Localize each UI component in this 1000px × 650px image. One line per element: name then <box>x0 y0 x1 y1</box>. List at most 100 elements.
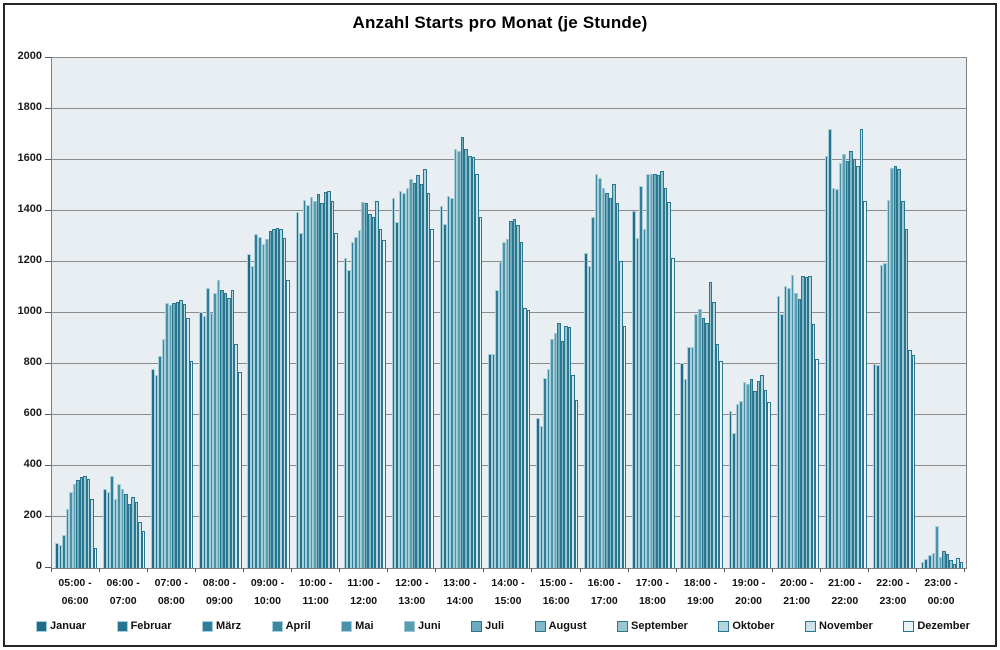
bar-juli-0800[interactable] <box>220 290 224 568</box>
bar-august-0800[interactable] <box>223 292 228 568</box>
bar-april-0500[interactable] <box>65 509 70 568</box>
bar-september-1300[interactable] <box>468 156 472 568</box>
bar-dezember-0900[interactable] <box>286 279 290 568</box>
bar-september-2000[interactable] <box>804 277 809 568</box>
bar-november-0600[interactable] <box>138 522 142 568</box>
bar-juni-0900[interactable] <box>265 239 269 568</box>
bar-juli-2100[interactable] <box>845 161 850 568</box>
bar-juli-1500[interactable] <box>557 323 561 568</box>
bar-mai-1100[interactable] <box>357 230 362 568</box>
bar-juni-2000[interactable] <box>794 292 798 568</box>
bar-april-1800[interactable] <box>690 347 695 568</box>
bar-juni-1600[interactable] <box>601 188 606 568</box>
bar-september-2300[interactable] <box>949 560 953 568</box>
bar-dezember-1100[interactable] <box>382 240 386 568</box>
bar-juni-1100[interactable] <box>361 202 365 568</box>
bar-august-1200[interactable] <box>416 175 420 568</box>
bar-oktober-1900[interactable] <box>760 375 764 568</box>
bar-mai-1900[interactable] <box>742 381 747 568</box>
legend-item-september[interactable]: September <box>616 620 688 632</box>
bar-november-2200[interactable] <box>908 349 912 568</box>
bar-mai-1000[interactable] <box>309 196 314 568</box>
bar-mai-2100[interactable] <box>838 162 843 568</box>
bar-november-1100[interactable] <box>378 228 383 568</box>
bar-januar-0700[interactable] <box>151 369 155 568</box>
bar-dezember-0800[interactable] <box>238 371 242 568</box>
bar-oktober-1700[interactable] <box>663 188 668 568</box>
bar-november-1400[interactable] <box>523 307 527 568</box>
bar-dezember-0500[interactable] <box>93 547 98 568</box>
bar-oktober-1100[interactable] <box>375 200 379 568</box>
bar-märz-1200[interactable] <box>398 190 403 568</box>
bar-juli-2300[interactable] <box>942 551 946 568</box>
bar-dezember-1900[interactable] <box>767 402 771 568</box>
bar-mai-0900[interactable] <box>261 244 266 568</box>
bar-februar-2300[interactable] <box>924 559 928 568</box>
bar-oktober-0600[interactable] <box>134 501 139 568</box>
bar-januar-1400[interactable] <box>487 353 492 568</box>
legend-item-juli[interactable]: Juli <box>471 620 504 632</box>
bar-juli-2200[interactable] <box>893 166 898 568</box>
legend-item-november[interactable]: November <box>805 620 873 632</box>
bar-januar-0500[interactable] <box>55 542 59 568</box>
bar-februar-1000[interactable] <box>299 232 303 568</box>
bar-september-1200[interactable] <box>419 184 424 568</box>
bar-juli-1200[interactable] <box>412 182 417 568</box>
bar-april-1600[interactable] <box>594 174 599 568</box>
bar-mai-2300[interactable] <box>935 525 939 568</box>
bar-august-1500[interactable] <box>560 341 565 568</box>
bar-februar-1900[interactable] <box>732 432 736 568</box>
bar-august-1000[interactable] <box>320 203 324 568</box>
bar-november-0500[interactable] <box>90 499 94 568</box>
bar-november-1800[interactable] <box>715 343 720 568</box>
bar-mai-0600[interactable] <box>117 483 121 568</box>
bar-august-2000[interactable] <box>801 276 805 568</box>
bar-april-2000[interactable] <box>787 287 791 568</box>
bar-januar-0900[interactable] <box>247 254 251 568</box>
bar-april-1200[interactable] <box>402 193 406 568</box>
bar-september-2100[interactable] <box>852 158 857 568</box>
bar-juni-1900[interactable] <box>746 384 750 568</box>
bar-juni-1800[interactable] <box>698 309 702 568</box>
bar-januar-0800[interactable] <box>199 311 203 568</box>
legend-item-dezember[interactable]: Dezember <box>903 620 970 632</box>
bar-dezember-2000[interactable] <box>815 358 819 568</box>
bar-november-1700[interactable] <box>667 202 671 568</box>
bar-september-2200[interactable] <box>900 200 905 568</box>
bar-januar-1800[interactable] <box>680 362 684 568</box>
bar-oktober-1600[interactable] <box>615 203 620 568</box>
bar-november-2300[interactable] <box>956 557 960 568</box>
bar-märz-2000[interactable] <box>783 286 788 568</box>
bar-september-1900[interactable] <box>756 380 761 568</box>
bar-januar-1000[interactable] <box>295 212 300 568</box>
bar-august-1900[interactable] <box>753 390 757 568</box>
bar-april-1400[interactable] <box>498 262 503 568</box>
bar-juli-0900[interactable] <box>268 231 273 568</box>
bar-dezember-1200[interactable] <box>430 228 434 568</box>
bar-februar-2200[interactable] <box>876 365 880 568</box>
bar-mai-2000[interactable] <box>790 274 795 568</box>
bar-november-1500[interactable] <box>571 375 575 568</box>
bar-märz-1300[interactable] <box>446 195 451 568</box>
bar-november-1300[interactable] <box>475 174 479 568</box>
bar-januar-2000[interactable] <box>776 296 781 568</box>
bar-februar-1200[interactable] <box>395 222 399 568</box>
bar-september-0700[interactable] <box>179 300 183 568</box>
bar-mai-1600[interactable] <box>598 177 602 568</box>
bar-februar-1100[interactable] <box>347 269 351 568</box>
legend-item-mai[interactable]: Mai <box>341 620 374 632</box>
legend-item-oktober[interactable]: Oktober <box>718 620 775 632</box>
bar-dezember-2100[interactable] <box>863 200 867 568</box>
bar-juni-1700[interactable] <box>649 174 654 568</box>
bar-mai-1700[interactable] <box>646 174 650 568</box>
bar-märz-0600[interactable] <box>110 476 114 568</box>
bar-dezember-1600[interactable] <box>622 325 627 568</box>
bar-april-0900[interactable] <box>257 236 262 568</box>
bar-september-1000[interactable] <box>323 191 328 568</box>
bar-februar-0700[interactable] <box>154 375 159 568</box>
bar-februar-1300[interactable] <box>443 223 447 568</box>
bar-september-0900[interactable] <box>275 227 280 568</box>
bar-dezember-1500[interactable] <box>574 399 579 568</box>
bar-märz-0500[interactable] <box>62 534 66 568</box>
bar-juli-0600[interactable] <box>124 494 128 568</box>
